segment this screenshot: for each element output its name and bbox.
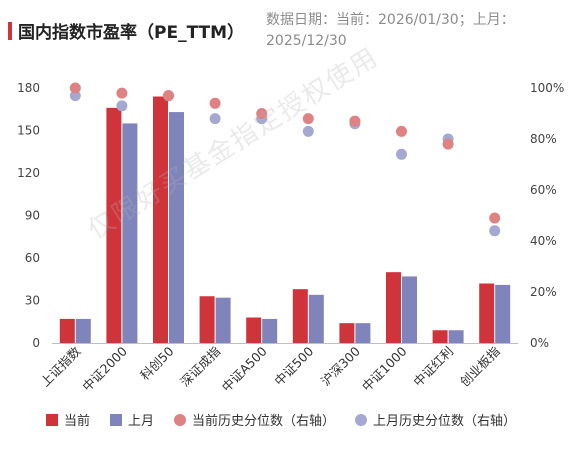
x-axis-category-label: 中证红利: [410, 344, 456, 390]
bar-current: [432, 330, 448, 343]
legend-swatch-current: [46, 413, 58, 426]
dot-last-month-percentile: [396, 148, 407, 160]
y2-axis-tick-label: 60%: [530, 183, 557, 197]
dot-current-percentile: [349, 115, 361, 127]
bar-current: [386, 272, 401, 343]
dot-current-percentile: [302, 113, 314, 125]
dot-current-percentile: [69, 82, 81, 94]
legend-swatch-last-month: [110, 413, 123, 426]
bar-current: [199, 296, 215, 343]
dot-current-percentile: [396, 125, 407, 137]
bar-last-month: [402, 276, 417, 343]
dot-current-percentile: [163, 90, 174, 102]
x-axis-category-label: 创业板指: [457, 344, 503, 390]
legend-item-current: 当前: [46, 410, 90, 429]
dot-current-percentile: [116, 87, 128, 99]
dot-current-percentile: [209, 97, 221, 109]
data-date-note: 数据日期：当前：2026/01/30；上月：2025/12/30: [266, 12, 515, 49]
bar-last-month: [308, 294, 324, 343]
y-axis-tick-label: 0: [32, 336, 40, 350]
y2-axis-tick-label: 20%: [530, 285, 557, 299]
y-axis-tick-label: 30: [25, 294, 40, 308]
bar-last-month: [75, 318, 91, 343]
x-axis-category-label: 中证2000: [79, 343, 130, 394]
bar-current: [153, 96, 168, 343]
bar-current: [292, 289, 308, 343]
bar-current: [106, 107, 122, 343]
dot-current-percentile: [256, 108, 268, 119]
legend-swatch-last-month-pct: [355, 413, 368, 426]
x-axis-category-label: 上证指数: [37, 343, 83, 389]
dot-current-percentile: [442, 138, 454, 150]
legend-label-current-pct: 当前历史分位数（右轴）: [192, 414, 336, 429]
bar-last-month: [448, 330, 464, 343]
y-axis-tick-label: 150: [17, 124, 40, 138]
dot-last-month-percentile: [302, 125, 314, 137]
y2-axis-tick-label: 100%: [530, 81, 564, 95]
bar-last-month: [169, 112, 184, 343]
y-axis-tick-label: 90: [25, 209, 40, 223]
title-accent-bar: [8, 22, 12, 40]
y2-axis-tick-label: 0%: [530, 336, 549, 350]
dot-last-month-percentile: [69, 90, 81, 102]
y-axis-tick-label: 120: [17, 166, 40, 180]
chart-title: 国内指数市盈率（PE_TTM）: [18, 23, 245, 43]
bar-last-month: [215, 297, 231, 343]
y-axis-tick-label: 180: [17, 81, 40, 95]
bar-current: [479, 283, 495, 343]
dot-last-month-percentile: [209, 113, 221, 125]
x-axis-category-label: 中证1000: [359, 343, 410, 394]
legend-item-last-month-pct: 上月历史分位数（右轴）: [355, 410, 516, 429]
legend-item-last-month: 上月: [110, 410, 154, 429]
y2-axis-tick-label: 80%: [530, 132, 557, 146]
dot-last-month-percentile: [489, 225, 501, 237]
x-axis-category-label: 中证500: [271, 343, 316, 388]
x-axis-category-label: 深证成指: [177, 344, 223, 390]
legend-label-last-month-pct: 上月历史分位数（右轴）: [373, 414, 517, 429]
bar-current: [246, 317, 262, 343]
x-axis-category-label: 科创50: [137, 343, 177, 383]
legend-label-current: 当前: [64, 414, 91, 429]
chart-legend: 当前 上月 当前历史分位数（右轴） 上月历史分位数（右轴）: [46, 410, 536, 429]
dot-last-month-percentile: [116, 100, 128, 112]
bar-last-month: [495, 284, 511, 343]
dot-current-percentile: [489, 212, 501, 224]
bar-last-month: [355, 323, 371, 343]
bar-current: [59, 318, 75, 343]
y-axis-tick-label: 60: [25, 251, 40, 265]
legend-item-current-pct: 当前历史分位数（右轴）: [174, 410, 335, 429]
x-axis-category-label: 中证A500: [219, 343, 270, 394]
bar-current: [339, 323, 355, 343]
bar-last-month: [262, 318, 278, 343]
legend-label-last-month: 上月: [128, 414, 155, 429]
legend-swatch-current-pct: [174, 413, 187, 426]
x-axis-category-label: 沪深300: [318, 343, 363, 388]
chart-canvas: 1801501209060300100%80%60%40%20%0%上证指数中证…: [17, 81, 564, 395]
y2-axis-tick-label: 40%: [530, 234, 557, 248]
bar-last-month: [122, 123, 138, 344]
